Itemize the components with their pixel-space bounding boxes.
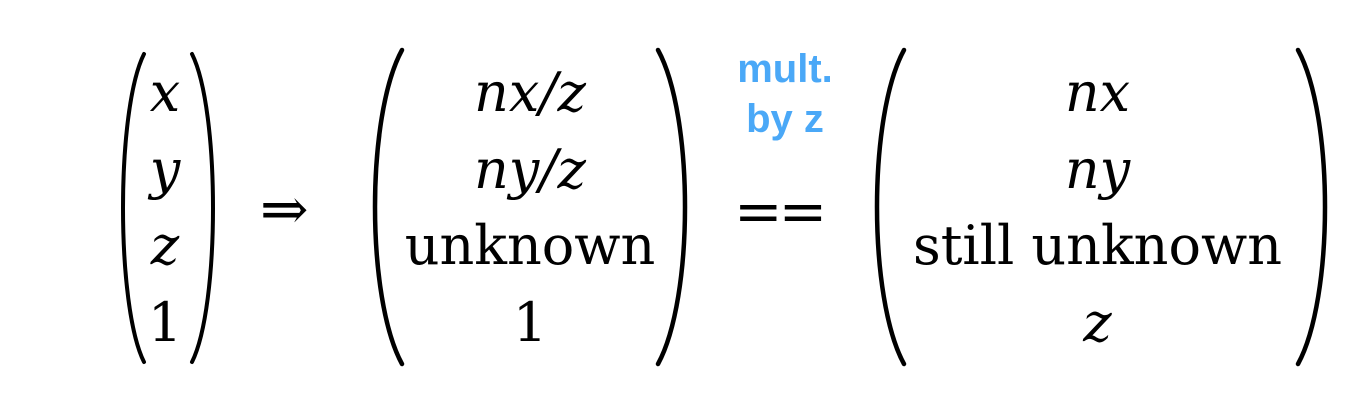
right-paren-vector-mid: [655, 47, 688, 367]
vector-mid-row1: nx/z: [474, 61, 586, 124]
annotation-line1: mult.: [737, 47, 833, 91]
left-paren-vector-in: [121, 52, 146, 364]
left-paren-vector-out: [874, 47, 907, 367]
annotation-line2: by z: [746, 97, 824, 141]
implies-arrow: ⇒: [260, 175, 309, 243]
vector-in: x y z 1: [140, 58, 190, 358]
vector-out-row4: z: [1083, 290, 1112, 354]
vector-mid-row3: unknown: [404, 214, 656, 278]
vector-in-w: 1: [147, 290, 183, 354]
right-paren-vector-in: [190, 52, 215, 364]
vector-out: nx ny still unknown z: [895, 58, 1300, 358]
vector-out-row3: still unknown: [913, 214, 1282, 278]
vector-in-z: z: [150, 214, 180, 278]
vector-out-row2: ny: [1064, 137, 1131, 201]
vector-in-y: y: [149, 137, 181, 201]
annotation-mult-by-z: mult. by z: [700, 44, 870, 144]
vector-mid: nx/z ny/z unknown 1: [395, 58, 665, 358]
vector-mid-row2: ny/z: [474, 137, 586, 201]
left-paren-vector-mid: [372, 47, 405, 367]
right-paren-vector-out: [1295, 47, 1328, 367]
equality-sign: ==: [734, 177, 827, 245]
vector-mid-row4: 1: [512, 290, 548, 354]
vector-out-row1: nx: [1064, 61, 1131, 124]
vector-in-x: x: [149, 61, 181, 124]
